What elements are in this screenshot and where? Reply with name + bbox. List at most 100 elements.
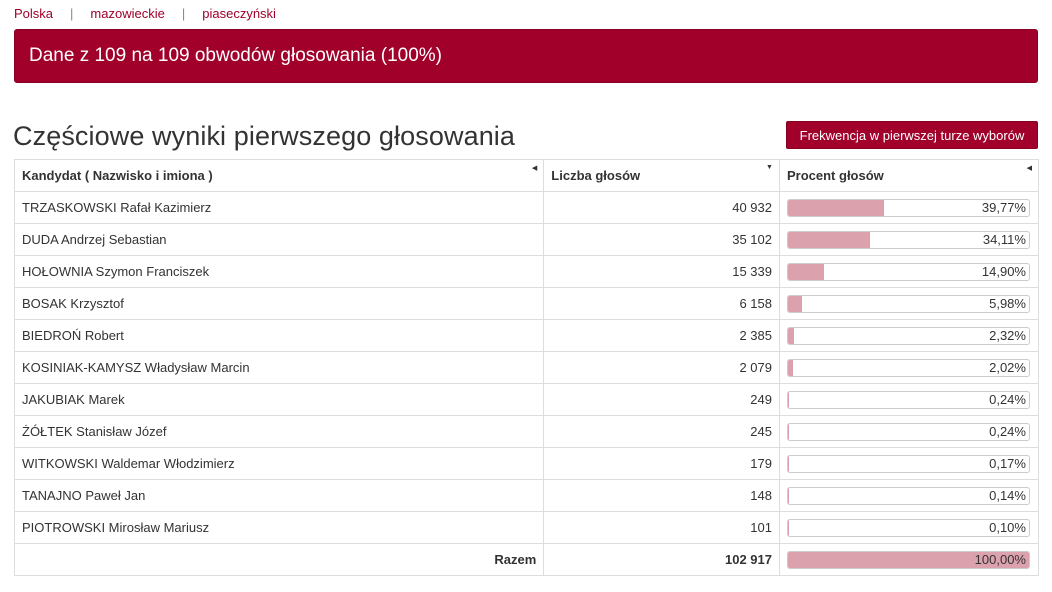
vote-count: 2 079 bbox=[543, 351, 780, 384]
vote-count: 2 385 bbox=[543, 319, 780, 352]
candidate-name: WITKOWSKI Waldemar Włodzimierz bbox=[13, 447, 545, 480]
percent-bar: 0,14% bbox=[786, 486, 1030, 505]
column-header-percent[interactable]: Procent głosów ◀ bbox=[778, 159, 1040, 192]
column-header-candidate[interactable]: Kandydat ( Nazwisko i imiona ) ◀ bbox=[13, 159, 545, 192]
turnout-button[interactable]: Frekwencja w pierwszej turze wyborów bbox=[786, 121, 1038, 149]
table-row: HOŁOWNIA Szymon Franciszek 15 339 14,90% bbox=[13, 255, 1040, 288]
candidate-name: ŻÓŁTEK Stanisław Józef bbox=[13, 415, 545, 448]
percent-cell: 2,02% bbox=[778, 351, 1040, 384]
total-label: Razem bbox=[13, 543, 545, 576]
table-row: KOSINIAK-KAMYSZ Władysław Marcin 2 079 2,0… bbox=[13, 351, 1040, 384]
percent-bar-fill bbox=[787, 231, 871, 248]
percent-value: 0,14% bbox=[989, 487, 1026, 503]
percent-bar: 100,00% bbox=[786, 550, 1030, 569]
percent-value: 2,32% bbox=[989, 327, 1026, 343]
percent-bar-fill bbox=[787, 295, 803, 312]
candidate-name: HOŁOWNIA Szymon Franciszek bbox=[13, 255, 545, 288]
vote-count: 15 339 bbox=[543, 255, 780, 288]
candidate-name: JAKUBIAK Marek bbox=[13, 383, 545, 416]
total-row: Razem 102 917 100,00% bbox=[13, 543, 1040, 576]
percent-bar-fill bbox=[787, 263, 824, 280]
table-row: DUDA Andrzej Sebastian 35 102 34,11% bbox=[13, 223, 1040, 256]
percent-cell: 34,11% bbox=[778, 223, 1040, 256]
candidate-name: PIOTROWSKI Mirosław Mariusz bbox=[13, 511, 545, 544]
vote-count: 40 932 bbox=[543, 191, 780, 224]
breadcrumb-separator: | bbox=[70, 5, 74, 21]
table-row: JAKUBIAK Marek 249 0,24% bbox=[13, 383, 1040, 416]
percent-bar: 34,11% bbox=[786, 230, 1030, 249]
percent-bar-fill bbox=[787, 391, 789, 408]
percent-value: 14,90% bbox=[981, 263, 1026, 279]
vote-count: 148 bbox=[543, 479, 780, 512]
percent-cell: 100,00% bbox=[778, 543, 1040, 576]
percent-bar: 39,77% bbox=[786, 198, 1030, 217]
column-header-label: Procent głosów bbox=[786, 168, 884, 183]
breadcrumb-link-county[interactable]: piaseczyński bbox=[202, 5, 276, 21]
table-header-row: Kandydat ( Nazwisko i imiona ) ◀ Liczba … bbox=[13, 159, 1040, 192]
percent-cell: 39,77% bbox=[778, 191, 1040, 224]
percent-bar-fill bbox=[787, 423, 789, 440]
percent-value: 0,10% bbox=[989, 519, 1026, 535]
percent-cell: 5,98% bbox=[778, 287, 1040, 320]
candidate-name: TANAJNO Paweł Jan bbox=[13, 479, 545, 512]
vote-count: 6 158 bbox=[543, 287, 780, 320]
column-header-votes[interactable]: Liczba głosów ▼ bbox=[543, 159, 780, 192]
percent-value: 0,24% bbox=[989, 423, 1026, 439]
percent-value: 100,00% bbox=[974, 551, 1026, 567]
table-row: WITKOWSKI Waldemar Włodzimierz 179 0,17% bbox=[13, 447, 1040, 480]
breadcrumb-separator: | bbox=[181, 5, 186, 21]
table-row: BIEDROŃ Robert 2 385 2,32% bbox=[13, 319, 1040, 352]
percent-bar-fill bbox=[787, 551, 1029, 568]
vote-count: 179 bbox=[543, 447, 780, 480]
vote-count: 245 bbox=[543, 415, 780, 448]
candidate-name: DUDA Andrzej Sebastian bbox=[13, 223, 545, 256]
percent-cell: 0,24% bbox=[778, 383, 1040, 416]
percent-cell: 0,17% bbox=[778, 447, 1040, 480]
vote-count: 101 bbox=[543, 511, 780, 544]
candidate-name: KOSINIAK-KAMYSZ Władysław Marcin bbox=[13, 351, 545, 384]
percent-bar: 0,10% bbox=[786, 518, 1030, 537]
table-row: BOSAK Krzysztof 6 158 5,98% bbox=[13, 287, 1040, 320]
breadcrumb: Polska | mazowieckie | piaseczyński bbox=[14, 4, 276, 22]
percent-bar-fill bbox=[787, 199, 884, 216]
percent-bar: 5,98% bbox=[786, 294, 1030, 313]
sort-left-icon: ◀ bbox=[1026, 165, 1032, 172]
data-coverage-text: Dane z 109 na 109 obwodów głosowania (10… bbox=[29, 45, 442, 66]
percent-bar: 2,02% bbox=[786, 358, 1030, 377]
vote-count: 35 102 bbox=[543, 223, 780, 256]
percent-bar: 0,24% bbox=[786, 422, 1030, 441]
section-title: Częściowe wyniki pierwszego głosowania bbox=[13, 121, 516, 151]
percent-bar-fill bbox=[787, 359, 793, 376]
percent-bar: 14,90% bbox=[786, 262, 1030, 281]
breadcrumb-link-voivodeship[interactable]: mazowieckie bbox=[90, 5, 165, 21]
candidate-name: BOSAK Krzysztof bbox=[13, 287, 545, 320]
percent-bar: 2,32% bbox=[786, 326, 1030, 345]
percent-value: 39,77% bbox=[981, 199, 1026, 215]
table-row: ŻÓŁTEK Stanisław Józef 245 0,24% bbox=[13, 415, 1040, 448]
percent-value: 34,11% bbox=[982, 231, 1026, 247]
sort-left-icon: ◀ bbox=[531, 165, 538, 172]
percent-cell: 0,14% bbox=[778, 479, 1040, 512]
column-header-label: Liczba głosów bbox=[551, 168, 641, 183]
sort-down-icon: ▼ bbox=[766, 164, 773, 171]
table-row: PIOTROWSKI Mirosław Mariusz 101 0,10% bbox=[13, 511, 1040, 544]
percent-value: 2,02% bbox=[989, 359, 1026, 375]
percent-cell: 0,10% bbox=[778, 511, 1040, 544]
percent-bar-fill bbox=[787, 327, 794, 344]
candidate-name: BIEDROŃ Robert bbox=[13, 319, 545, 352]
table-row: TANAJNO Paweł Jan 148 0,14% bbox=[13, 479, 1040, 512]
percent-cell: 2,32% bbox=[778, 319, 1040, 352]
table-row: TRZASKOWSKI Rafał Kazimierz 40 932 39,77% bbox=[13, 191, 1040, 224]
percent-bar: 0,24% bbox=[786, 390, 1030, 409]
vote-count: 249 bbox=[543, 383, 780, 416]
results-table: Kandydat ( Nazwisko i imiona ) ◀ Liczba … bbox=[13, 159, 1040, 576]
breadcrumb-link-country[interactable]: Polska bbox=[14, 5, 54, 21]
data-coverage-banner: Dane z 109 na 109 obwodów głosowania (10… bbox=[14, 29, 1038, 83]
percent-value: 5,98% bbox=[989, 295, 1026, 311]
percent-cell: 14,90% bbox=[778, 255, 1040, 288]
total-votes: 102 917 bbox=[543, 543, 780, 576]
percent-value: 0,17% bbox=[989, 455, 1026, 471]
results-body: TRZASKOWSKI Rafał Kazimierz 40 932 39,77% D… bbox=[13, 191, 1040, 576]
percent-value: 0,24% bbox=[989, 391, 1026, 407]
column-header-label: Kandydat ( Nazwisko i imiona ) bbox=[22, 168, 213, 183]
